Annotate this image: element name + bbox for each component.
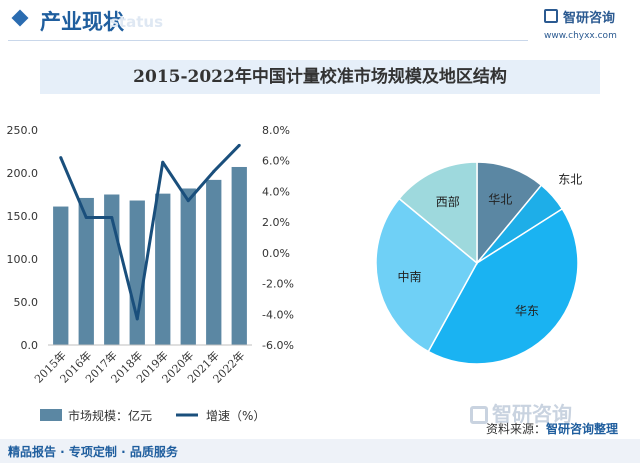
logo-url: www.chyxx.com	[544, 31, 617, 41]
growth-rate-line	[59, 144, 241, 321]
bar-2015年	[53, 206, 69, 345]
left-axis-tick-label: 250.0	[7, 124, 39, 137]
right-axis-tick-label: 0.0%	[262, 247, 290, 260]
source-note: 资料来源：智研咨询整理	[486, 420, 618, 437]
chart-title-bar: 2015-2022年中国计量校准市场规模及地区结构	[40, 60, 600, 94]
left-axis-tick-label: 200.0	[7, 167, 39, 180]
right-axis-tick-label: -2.0%	[262, 278, 294, 291]
chart-title: 2015-2022年中国计量校准市场规模及地区结构	[133, 67, 507, 87]
bar-2019年	[155, 193, 171, 345]
growth-point-2021年	[212, 169, 216, 173]
growth-point-2018年	[135, 317, 139, 321]
section-header: 产业现状 status	[0, 0, 640, 48]
legend-swatch-bar	[40, 409, 62, 421]
growth-point-2020年	[186, 199, 190, 203]
left-axis-tick-label: 100.0	[7, 253, 39, 266]
bar-2022年	[231, 166, 247, 345]
pie-label: 西部	[436, 194, 460, 209]
header-divider	[8, 40, 528, 41]
growth-point-2022年	[237, 143, 241, 147]
left-axis-tick-label: 150.0	[7, 210, 39, 223]
left-axis-tick-label: 50.0	[14, 296, 39, 309]
legend-label-bar: 市场规模：亿元	[68, 408, 152, 423]
bar-2016年	[78, 197, 94, 345]
source-label: 资料来源：	[486, 422, 547, 436]
pie-slice-中南	[375, 197, 478, 353]
pie-label: 东北	[558, 172, 582, 186]
bar-2018年	[129, 200, 145, 345]
pie-slice-华北	[476, 161, 543, 266]
section-subtitle-watermark: status	[110, 13, 163, 31]
bar-2021年	[206, 179, 222, 345]
pie-slice-西部	[398, 161, 478, 265]
right-axis-tick-label: 2.0%	[262, 216, 290, 229]
growth-point-2015年	[59, 156, 63, 160]
footer-tagline: 精品报告 · 专项定制 · 品质服务	[8, 445, 178, 459]
right-axis-tick-label: -6.0%	[262, 339, 294, 352]
source-brand: 智研咨询整理	[546, 422, 619, 436]
legend-label-line: 增速（%）	[206, 409, 265, 423]
pie-label: 中南	[398, 269, 422, 284]
growth-point-2017年	[110, 216, 114, 220]
watermark-logo: 智研咨询	[470, 398, 572, 427]
pie-label: 华东	[515, 304, 539, 318]
watermark-text: 智研咨询	[492, 402, 572, 426]
pie-slice-华东	[427, 207, 579, 365]
pie-label: 华北	[488, 192, 512, 206]
right-axis-tick-label: 6.0%	[262, 155, 290, 168]
logo-name: 智研咨询	[563, 11, 616, 26]
growth-point-2019年	[161, 160, 165, 164]
bar-2020年	[180, 188, 196, 345]
logo-mark-icon	[544, 9, 558, 23]
left-axis-tick-label: 0.0	[21, 339, 39, 352]
footer-bar: 精品报告 · 专项定制 · 品质服务	[0, 439, 640, 463]
section-title: 产业现状	[40, 10, 124, 34]
right-axis-tick-label: 4.0%	[262, 185, 290, 198]
right-axis-tick-label: -4.0%	[262, 308, 294, 321]
growth-point-2016年	[84, 216, 88, 220]
watermark-mark-icon	[470, 406, 488, 424]
right-axis-tick-label: 8.0%	[262, 124, 290, 137]
